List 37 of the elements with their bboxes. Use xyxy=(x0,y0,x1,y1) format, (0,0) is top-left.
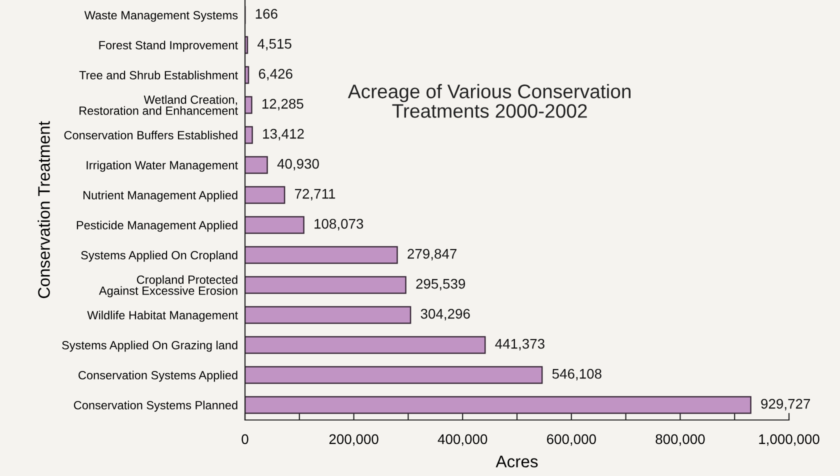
y-tick-label: Tree and Shrub Establishment xyxy=(79,70,238,80)
data-label: 546,108 xyxy=(552,368,602,380)
text: Acreage of Various Conservation Treatments 2000-2002 xyxy=(348,84,630,118)
y-tick-label: Conservation Systems Applied xyxy=(78,370,238,382)
y-tick-label: Conservation Systems Planned xyxy=(74,400,238,412)
data-label: 6,426 xyxy=(258,68,292,80)
data-label: 304,296 xyxy=(420,308,470,320)
data-label: 441,373 xyxy=(495,338,544,350)
x-tick-label: 800,000 xyxy=(656,434,705,446)
x-tick-label: 0 xyxy=(242,434,248,444)
y-tick-label: Conservation Buffers Established xyxy=(64,130,238,140)
y-tick-label: Cropland Protected Against Excessive Erosion xyxy=(98,275,238,298)
x-tick-label: 1,000,000 xyxy=(759,434,820,446)
data-label: 72,711 xyxy=(294,188,336,200)
data-label: 295,539 xyxy=(416,278,466,290)
y-tick-label: Wildlife Habitat Management xyxy=(87,310,238,322)
x-tick-label: 200,000 xyxy=(329,434,378,446)
data-label: 279,847 xyxy=(408,248,456,260)
data-label: 108,073 xyxy=(314,218,364,230)
y-tick-label: Irrigation Water Management xyxy=(86,160,238,172)
data-label: 40,930 xyxy=(277,158,319,170)
y-axis-title: Conservation Treatment xyxy=(38,121,50,298)
y-tick-label: Wetland Creation, Restoration and Enhancement xyxy=(80,95,238,115)
y-tick-label: Nutrient Management Applied xyxy=(83,190,238,202)
x-axis-title: Acres xyxy=(496,456,538,468)
data-label: 12,285 xyxy=(262,98,304,110)
data-label: 4,515 xyxy=(257,39,292,50)
data-label: 13,412 xyxy=(263,128,304,140)
x-tick-label: 600,000 xyxy=(547,434,596,446)
x-tick-label: 400,000 xyxy=(438,434,488,446)
y-tick-label: Waste Management Systems xyxy=(84,11,238,22)
y-tick-label: Systems Applied On Grazing land xyxy=(62,340,238,352)
data-label: 929,727 xyxy=(761,398,810,410)
y-tick-label: Forest Stand Improvement xyxy=(99,40,238,52)
data-label: 166 xyxy=(256,8,278,19)
y-tick-label: Pesticide Management Applied xyxy=(76,220,238,232)
y-tick-label: Systems Applied On Cropland xyxy=(81,250,238,262)
